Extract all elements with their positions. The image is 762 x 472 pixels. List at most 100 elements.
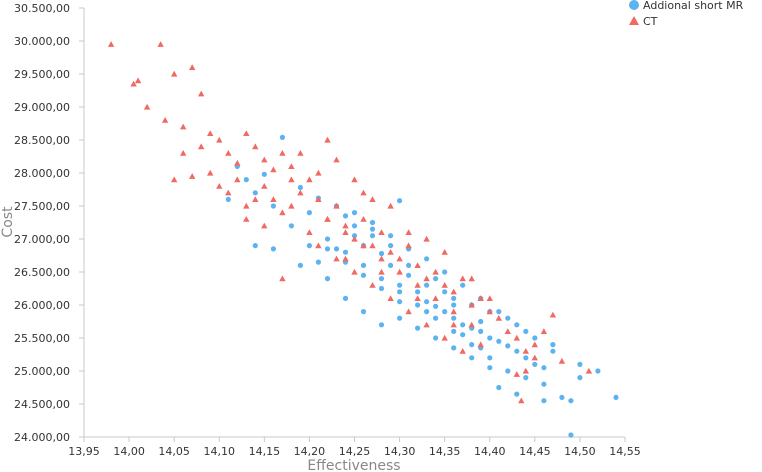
data-point-triangle xyxy=(279,275,286,282)
data-point-circle xyxy=(397,282,403,288)
data-point-circle xyxy=(451,302,457,308)
data-point-circle xyxy=(451,328,457,334)
data-point-circle xyxy=(460,322,466,328)
data-point-circle xyxy=(424,256,430,262)
data-point-circle xyxy=(568,432,574,438)
data-point-circle xyxy=(225,196,231,202)
data-point-triangle xyxy=(414,282,421,288)
data-point-triangle xyxy=(243,202,250,209)
data-point-circle xyxy=(577,375,583,381)
data-point-triangle xyxy=(279,150,286,156)
y-tick-label: 30.000,00 xyxy=(14,35,70,48)
data-point-circle xyxy=(505,368,511,374)
data-point-circle xyxy=(613,394,619,400)
data-point-triangle xyxy=(143,103,151,110)
data-point-circle xyxy=(397,198,403,204)
data-point-triangle xyxy=(342,229,349,235)
data-point-circle xyxy=(243,177,249,183)
data-point-circle xyxy=(523,375,529,381)
data-point-triangle xyxy=(558,357,566,364)
data-point-triangle xyxy=(324,216,331,222)
data-point-triangle xyxy=(134,77,142,84)
data-point-triangle xyxy=(450,308,457,315)
data-point-triangle xyxy=(351,235,358,242)
data-point-triangle xyxy=(234,159,241,166)
data-point-triangle xyxy=(405,308,412,315)
data-point-circle xyxy=(378,250,385,257)
data-point-circle xyxy=(532,361,538,367)
data-point-circle xyxy=(460,282,466,288)
x-tick-label: 14,50 xyxy=(564,445,596,458)
x-tick-label: 14,25 xyxy=(339,445,371,458)
data-point-circle xyxy=(550,348,556,354)
data-point-triangle xyxy=(252,143,259,150)
data-point-triangle xyxy=(585,367,593,374)
x-tick-label: 14,15 xyxy=(249,445,281,458)
data-point-triangle xyxy=(261,156,268,163)
data-point-triangle xyxy=(378,268,385,275)
data-point-triangle xyxy=(549,311,557,318)
data-point-circle xyxy=(496,384,502,391)
legend-label-series-1: CT xyxy=(643,15,658,28)
data-point-circle xyxy=(388,262,394,268)
data-point-triangle xyxy=(360,189,367,196)
data-point-circle xyxy=(415,302,421,308)
data-point-triangle xyxy=(360,216,367,222)
data-point-circle xyxy=(378,322,385,328)
data-point-triangle xyxy=(225,150,232,156)
legend-item-series-0[interactable]: Addional short MR xyxy=(629,0,744,12)
x-tick-label: 14,20 xyxy=(294,445,326,458)
data-point-triangle xyxy=(306,229,313,235)
data-point-triangle xyxy=(486,308,493,315)
data-point-circle xyxy=(388,233,394,239)
data-point-circle xyxy=(360,262,367,268)
data-point-circle xyxy=(514,322,520,328)
legend: Addional short MR CT xyxy=(629,0,744,28)
data-point-circle xyxy=(442,269,448,275)
data-point-circle xyxy=(378,276,385,282)
data-point-circle xyxy=(279,134,285,140)
data-point-triangle xyxy=(288,163,295,169)
y-tick-label: 25.000,00 xyxy=(14,365,70,378)
data-point-triangle xyxy=(522,367,529,374)
data-point-triangle xyxy=(504,328,511,334)
x-tick-label: 14,05 xyxy=(158,445,190,458)
data-point-triangle xyxy=(342,222,349,229)
data-point-circle xyxy=(261,171,267,177)
data-point-triangle xyxy=(387,249,394,255)
y-tick-label: 29.500,00 xyxy=(14,68,70,81)
data-point-triangle xyxy=(468,275,475,282)
y-axis-ticks: 24.000,00 24.500,00 25.000,00 25.500,00 26.0… xyxy=(14,2,84,444)
data-point-triangle xyxy=(423,321,430,328)
y-tick-label: 25.500,00 xyxy=(14,332,70,345)
data-point-triangle xyxy=(522,348,529,354)
data-point-circle xyxy=(487,355,493,361)
data-point-triangle xyxy=(270,166,277,173)
data-point-triangle xyxy=(279,209,286,216)
x-tick-label: 14,45 xyxy=(519,445,551,458)
data-point-triangle xyxy=(207,130,214,136)
data-point-circle xyxy=(577,361,583,367)
data-point-circle xyxy=(252,243,258,249)
legend-triangle-icon xyxy=(629,16,639,25)
y-tick-label: 30.500,00 xyxy=(14,2,70,15)
data-point-circle xyxy=(433,315,439,321)
data-point-circle xyxy=(342,295,349,301)
data-point-triangle xyxy=(441,334,448,341)
data-point-circle xyxy=(514,391,520,397)
legend-item-series-1[interactable]: CT xyxy=(629,15,658,28)
data-point-circle xyxy=(351,210,358,216)
legend-circle-icon xyxy=(629,0,639,10)
data-point-circle xyxy=(397,315,403,321)
data-point-circle xyxy=(369,226,376,232)
data-point-triangle xyxy=(324,136,331,143)
data-point-triangle xyxy=(243,216,250,222)
data-point-circle xyxy=(324,246,331,252)
data-point-circle xyxy=(541,398,547,404)
data-point-triangle xyxy=(130,80,137,87)
data-point-circle xyxy=(351,223,358,229)
data-point-triangle xyxy=(495,315,502,321)
data-point-circle xyxy=(333,246,340,252)
data-point-triangle xyxy=(396,268,403,275)
